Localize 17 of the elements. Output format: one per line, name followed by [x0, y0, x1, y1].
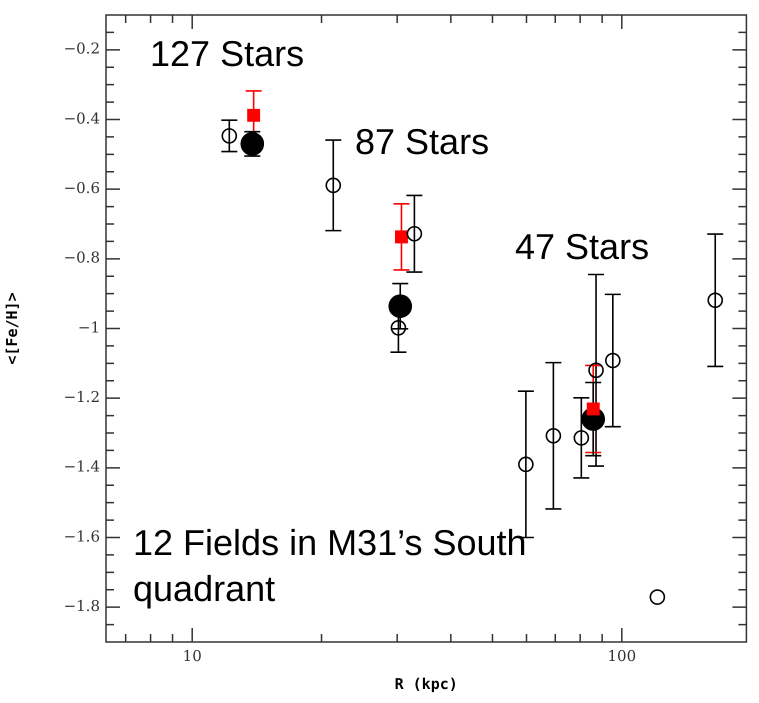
y-tick-label: −0.8 [64, 248, 100, 267]
y-tick-label: −0.6 [64, 179, 100, 198]
x-axis-title: R (kpc) [394, 674, 458, 693]
y-tick-label: −0.2 [64, 40, 100, 58]
annotation: 47 Stars [515, 225, 650, 269]
annotation: 127 Stars [150, 32, 304, 76]
y-tick-label: −1 [78, 318, 100, 336]
y-tick-label: −1.2 [64, 388, 100, 406]
y-tick-label: −1.4 [64, 458, 100, 476]
annotation: 12 Fields in M31’s South quadrant [133, 521, 528, 611]
x-tick-label: 10 [182, 646, 202, 665]
annotation: 87 Stars [355, 120, 490, 164]
y-axis-title: <[Fe/H]> [2, 292, 21, 365]
y-tick-label: −0.4 [64, 109, 100, 128]
y-tick-label: −1.6 [64, 527, 100, 546]
y-tick-label: −1.8 [64, 597, 100, 616]
x-tick-label: 100 [607, 646, 636, 665]
